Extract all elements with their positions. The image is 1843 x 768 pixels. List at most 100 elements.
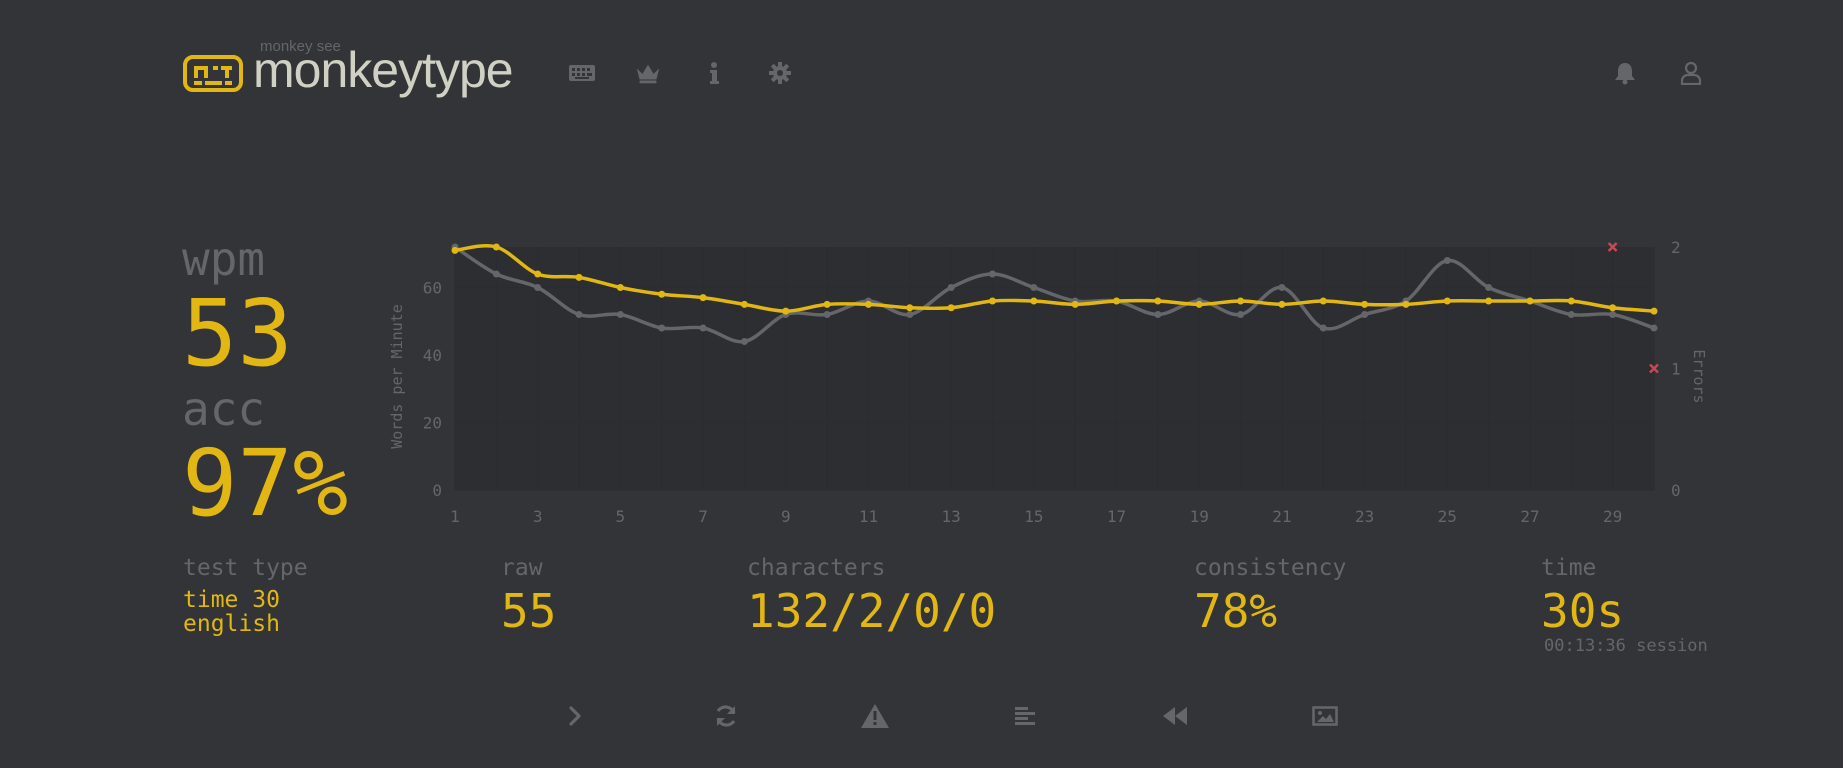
raw-point [740,338,748,345]
wpm-point [1361,300,1369,308]
raw-point [1361,311,1369,318]
raw-point [616,311,624,318]
wpm-value: 53 [182,280,293,387]
raw-point [1485,284,1493,291]
raw-point [575,311,583,318]
wpm-point [1154,297,1162,305]
wpm-point [1113,297,1121,305]
wpm-point [906,304,914,312]
wpm-point [658,290,666,298]
characters-label: characters [747,555,886,581]
plot-area [455,247,1654,490]
y-tick-label: 40 [423,346,442,365]
y2-tick-label: 2 [1671,238,1681,257]
wpm-point [864,300,872,308]
x-tick-label: 27 [1520,507,1539,526]
y-tick-label: 0 [432,481,442,500]
raw-point [1567,311,1575,318]
raw-point [658,324,666,332]
x-tick-label: 29 [1603,507,1622,526]
crown-icon[interactable] [634,59,662,87]
test-type-language: english [183,611,280,637]
wpm-point [492,243,500,251]
error-marker [1649,363,1659,374]
y-tick-label: 20 [423,414,442,433]
wpm-point [1485,297,1493,305]
keyboard-icon[interactable] [568,59,596,87]
logo-title: monkeytype [253,42,514,98]
time-label: time [1541,555,1597,581]
gear-icon[interactable] [766,59,794,87]
user-icon[interactable] [1677,59,1705,87]
raw-point [1443,257,1451,264]
consistency-label: consistency [1194,555,1347,581]
words-history-icon[interactable] [1005,700,1045,732]
raw-point [906,311,914,318]
raw-point [823,311,831,318]
wpm-point [988,297,996,305]
x-tick-label: 19 [1190,507,1209,526]
wpm-point [823,300,831,308]
bell-icon[interactable] [1611,59,1639,87]
logo-keyboard-icon [183,55,243,92]
wpm-point [534,270,542,278]
y-tick-label: 60 [423,279,442,298]
wpm-label: wpm [182,232,266,286]
test-type-mode: time 30 [183,587,280,613]
wpm-point [1237,297,1245,305]
raw-point [1154,311,1162,318]
wpm-point [1319,297,1327,305]
wpm-point [947,304,955,312]
wpm-point [616,284,624,291]
raw-point [492,270,500,278]
raw-point [1237,311,1245,318]
screenshot-icon[interactable] [1305,700,1345,732]
x-tick-label: 1 [450,507,460,526]
x-tick-label: 7 [698,507,708,526]
test-type-label: test type [183,555,308,581]
x-tick-label: 11 [859,507,878,526]
error-marker [1607,242,1618,252]
wpm-point [1526,297,1534,305]
time-value: 30s [1541,584,1625,638]
wpm-point [1278,300,1286,308]
y2-tick-label: 1 [1671,360,1681,379]
y-axis-title: Words per Minute [388,304,406,449]
replay-icon[interactable] [1155,700,1195,732]
wpm-point [1195,300,1203,308]
y2-axis-title: Errors [1690,349,1708,403]
x-tick-label: 23 [1355,507,1374,526]
raw-point [699,324,707,332]
wpm-point [1567,297,1575,305]
raw-value: 55 [501,584,557,638]
raw-point [1609,311,1617,318]
raw-point [1650,324,1658,332]
wpm-point [1443,297,1451,305]
x-tick-label: 25 [1438,507,1457,526]
wpm-point [740,300,748,308]
x-tick-label: 9 [781,507,791,526]
acc-value: 97% [182,430,349,537]
raw-point [1319,324,1327,332]
wpm-point [1650,307,1658,315]
warning-icon[interactable] [855,700,895,732]
raw-point [534,284,542,291]
restart-icon[interactable] [706,700,746,732]
x-tick-label: 5 [616,507,626,526]
wpm-point [699,294,707,302]
characters-value: 132/2/0/0 [747,584,997,638]
wpm-point [782,307,790,315]
wpm-point [1071,300,1079,308]
x-tick-label: 15 [1024,507,1043,526]
x-tick-label: 17 [1107,507,1126,526]
wpm-point [1030,297,1038,305]
x-tick-label: 13 [942,507,961,526]
acc-label: acc [182,382,266,436]
wpm-point [575,273,583,281]
next-test-icon[interactable] [555,700,595,732]
wpm-chart: 1 3 5 7 9 11 13 15 17 19 21 23 25 27 290204060012Words… [388,238,1708,526]
raw-point [947,284,955,291]
raw-point [988,270,996,278]
info-icon[interactable] [700,59,728,87]
wpm-point [1609,304,1617,312]
